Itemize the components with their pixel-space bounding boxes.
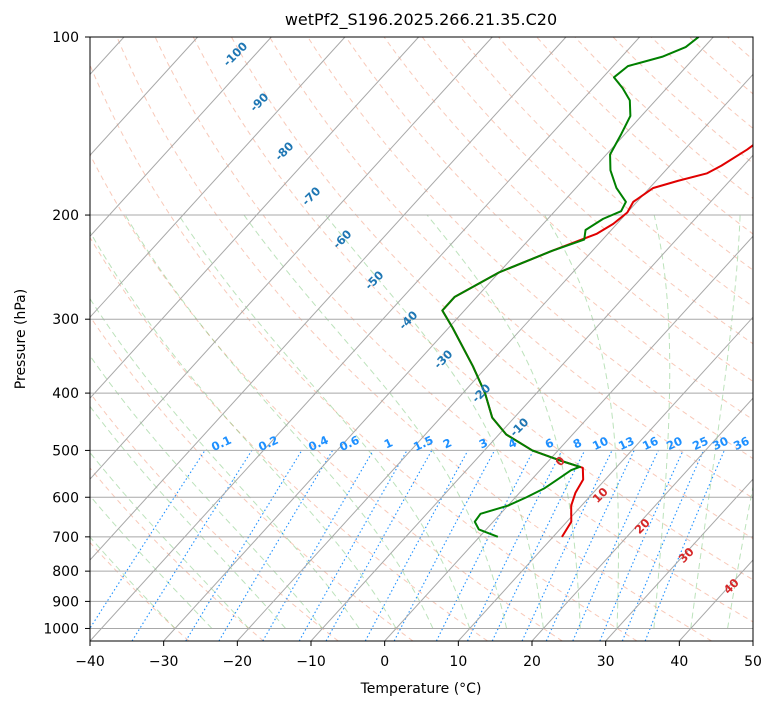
moist-adiabat [90,536,176,629]
dry-adiabat [90,236,488,641]
y-tick-label: 500 [52,443,79,459]
isotherm [90,37,493,480]
y-tick-label: 600 [52,490,79,506]
mixing-ratio-line [325,450,433,641]
y-tick-label: 800 [52,564,79,580]
mixing-ratio-line [90,450,206,630]
isotherm [605,478,753,641]
isotherm [310,154,753,641]
mixing-ratio-line [467,450,563,641]
x-tick-label: 10 [449,654,467,670]
mixing-ratio-line [599,450,684,641]
moist-adiabat [90,495,213,629]
dry-adiabat [460,37,753,308]
isotherm [90,37,567,561]
moist-adiabat [90,451,250,629]
x-tick-label: −20 [223,654,253,670]
x-tick-label: −10 [296,654,326,670]
isotherm [384,235,753,641]
y-tick-label: 200 [52,208,79,224]
isotherm [90,37,199,157]
moist-adiabat [124,214,434,629]
plot-frame [89,36,754,642]
x-tick-label: 20 [523,654,541,670]
dry-adiabat [154,37,753,623]
mixing-ratio-label: 25 [690,434,710,453]
dry-adiabat [345,37,753,421]
isotherm [531,397,753,641]
mixing-ratio-line [572,450,659,641]
dry-adiabat [90,153,563,641]
y-tick-label: 300 [52,312,79,328]
x-tick-label: −30 [149,654,179,670]
mixing-ratio-line [364,450,469,641]
mixing-ratio-label: 36 [731,434,751,453]
x-axis-label: Temperature (°C) [360,681,482,697]
dry-adiabat [192,37,753,581]
x-tick-label: 0 [380,654,389,670]
y-tick-label: 900 [52,594,79,610]
chart-title: wetPf2_S196.2025.266.21.35.C20 [285,10,557,30]
y-tick-label: 100 [52,30,79,46]
mixing-ratio-line [435,450,534,641]
x-tick-label: −40 [75,654,105,670]
isotherm [236,73,753,641]
isotherm [163,37,714,641]
y-tick-label: 1000 [43,621,79,637]
mixing-ratio-label: 10 [590,434,610,453]
y-axis-ticks: 1000 900 800 700 600 500 400 300 200 100 [43,30,90,637]
mixing-ratio-label: 30 [710,434,730,453]
mixing-ratio-line [621,450,705,641]
x-tick-label: 50 [744,654,762,670]
dry-adiabat [269,37,753,499]
isotherm [90,37,346,318]
x-axis-ticks: −40 −30 −20 −10 0 10 20 30 40 50 [75,641,762,670]
x-tick-label: 30 [597,654,615,670]
mixing-ratio-label: 16 [640,434,660,453]
isotherm [457,316,753,641]
dry-adiabat [90,467,264,641]
mixing-ratio-label: 20 [664,434,684,453]
y-tick-label: 400 [52,386,79,402]
x-tick-label: 40 [670,654,688,670]
moist-adiabat [178,214,471,629]
mixing-ratio-label: 13 [616,434,636,453]
mixing-ratio-line [185,450,303,641]
isotherm [90,37,272,237]
y-tick-label: 700 [52,530,79,546]
isotherm [90,37,641,641]
y-axis-label: Pressure (hPa) [13,289,29,389]
mixing-ratio-line [298,450,408,641]
isotherm [90,37,420,399]
plot-area: -100-90-80-70-60-50-40-30-20-100.1 0.2 0.4… [90,37,753,641]
dewpoint-profile [441,37,700,538]
